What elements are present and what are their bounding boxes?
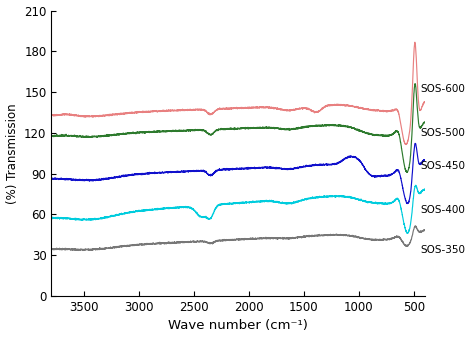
Text: SOS-500: SOS-500: [420, 128, 465, 138]
Text: SOS-600: SOS-600: [420, 84, 465, 94]
Text: SOS-400: SOS-400: [420, 206, 465, 215]
Text: SOS-450: SOS-450: [420, 161, 465, 171]
X-axis label: Wave number (cm⁻¹): Wave number (cm⁻¹): [168, 319, 308, 333]
Text: SOS-350: SOS-350: [420, 245, 465, 255]
Y-axis label: (%) Transmission: (%) Transmission: [6, 103, 18, 203]
